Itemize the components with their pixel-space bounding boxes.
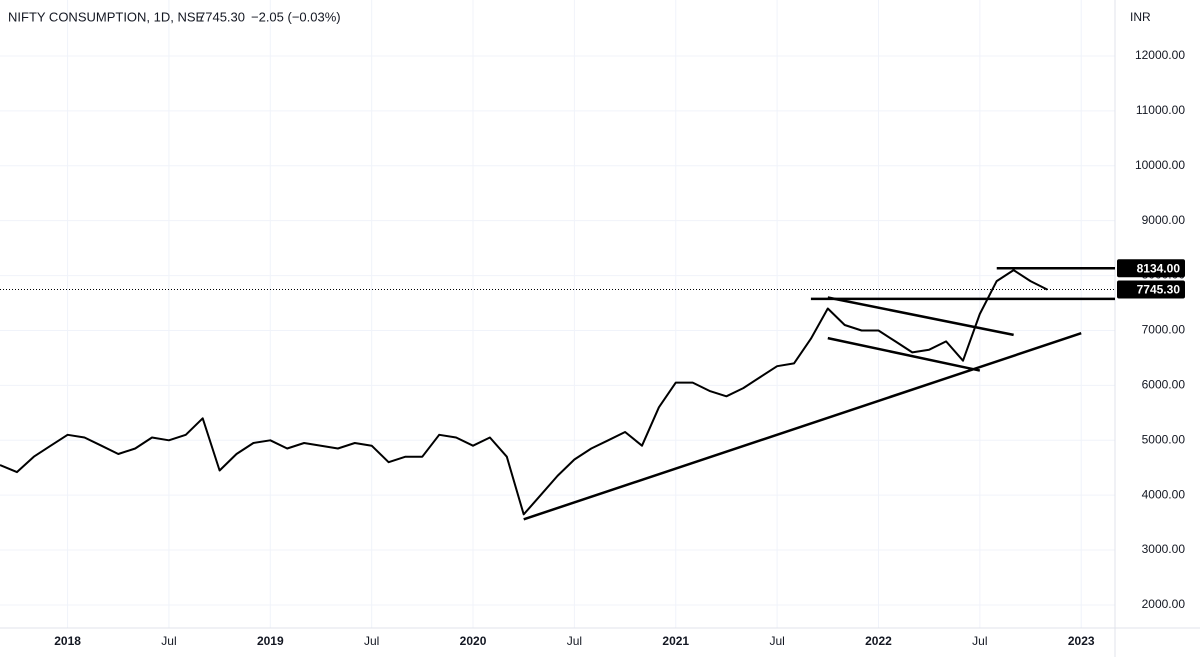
trendline bbox=[827, 296, 1014, 337]
x-tick-label: Jul bbox=[972, 634, 987, 648]
chart-title: NIFTY CONSUMPTION, 1D, NSE bbox=[8, 9, 205, 24]
y-tick-label: 2000.00 bbox=[1142, 597, 1186, 611]
currency: INR bbox=[1130, 10, 1151, 24]
y-tick-label: 6000.00 bbox=[1142, 378, 1186, 392]
grid bbox=[0, 0, 1115, 628]
trendline bbox=[827, 336, 981, 372]
y-tick-label: 3000.00 bbox=[1142, 542, 1186, 556]
price-level-label: 8134.00 bbox=[1137, 261, 1181, 275]
x-tick-label: 2019 bbox=[257, 634, 284, 648]
last-price-badge bbox=[1117, 280, 1185, 299]
y-tick-label: 4000.00 bbox=[1142, 487, 1186, 501]
y-tick-label: 12000.00 bbox=[1135, 48, 1185, 62]
price-line bbox=[0, 269, 1048, 516]
x-tick-label: 2020 bbox=[460, 634, 487, 648]
x-tick-label: Jul bbox=[161, 634, 176, 648]
x-tick-label: 2021 bbox=[662, 634, 689, 648]
x-tick-label: 2023 bbox=[1068, 634, 1095, 648]
price-change: −2.05 (−0.03%) bbox=[251, 9, 341, 24]
x-tick-label: Jul bbox=[364, 634, 379, 648]
x-tick-label: Jul bbox=[769, 634, 784, 648]
price-level-badge bbox=[1117, 259, 1185, 278]
last-price-label: 7745.30 bbox=[1137, 283, 1181, 297]
y-tick-label: 9000.00 bbox=[1142, 213, 1186, 227]
trendline bbox=[523, 332, 1082, 521]
y-tick-label: 5000.00 bbox=[1142, 432, 1186, 446]
y-tick-label: 10000.00 bbox=[1135, 158, 1185, 172]
y-tick-label: 11000.00 bbox=[1136, 103, 1185, 117]
x-tick-label: 2022 bbox=[865, 634, 892, 648]
y-tick-label: 7000.00 bbox=[1142, 323, 1186, 337]
x-tick-label: 2018 bbox=[54, 634, 81, 648]
x-tick-label: Jul bbox=[567, 634, 582, 648]
last-price: 7745.30 bbox=[198, 9, 245, 24]
